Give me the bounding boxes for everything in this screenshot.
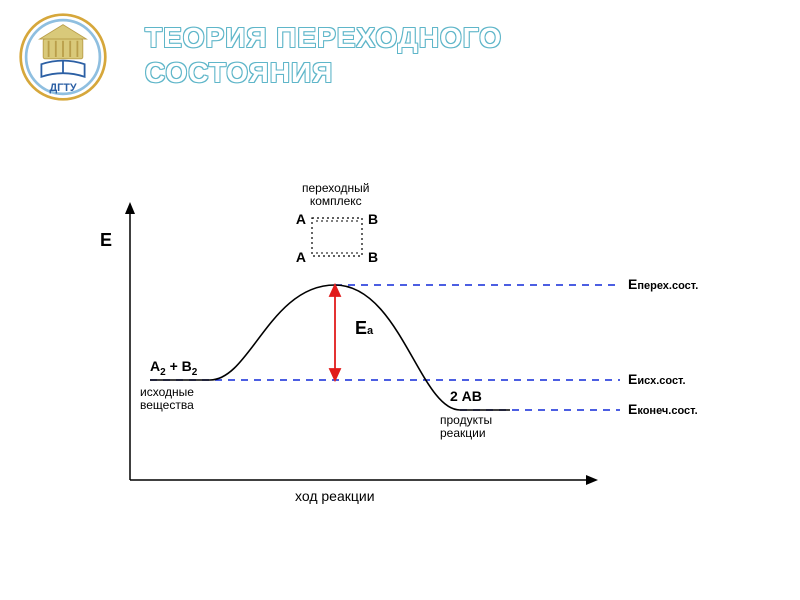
products-caption: продуктыреакции	[440, 414, 492, 440]
complex-box: A B A B	[296, 211, 378, 265]
reference-lines	[150, 285, 620, 410]
svg-text:B: B	[368, 249, 378, 265]
reactants-formula: A2 + B2	[150, 358, 197, 378]
x-axis-label: ход реакции	[295, 488, 375, 504]
activation-energy-label: Ea	[355, 318, 373, 339]
complex-title: переходныйкомплекс	[302, 182, 370, 208]
university-logo: ДГТУ	[18, 12, 108, 102]
slide-title: ТЕОРИЯ ПЕРЕХОДНОГО СОСТОЯНИЯ	[145, 20, 502, 90]
svg-text:B: B	[368, 211, 378, 227]
products-formula: 2 АВ	[450, 388, 482, 404]
e-transition-label: Еперех.сост.	[628, 276, 698, 292]
e-reactants-label: Еисх.сост.	[628, 371, 686, 387]
energy-diagram: A B A B Е ход реакции переходныйкомплекс…	[80, 170, 720, 540]
activation-arrow	[330, 285, 340, 380]
svg-text:A: A	[296, 211, 306, 227]
y-axis-label: Е	[100, 230, 112, 251]
svg-text:ДГТУ: ДГТУ	[49, 82, 76, 94]
reactants-caption: исходныевещества	[140, 386, 194, 412]
title-line1: ТЕОРИЯ ПЕРЕХОДНОГО	[145, 22, 502, 53]
e-products-label: Еконеч.сост.	[628, 401, 698, 417]
slide: ДГТУ ТЕОРИЯ ПЕРЕХОДНОГО СОСТОЯНИЯ	[0, 0, 800, 600]
title-line2: СОСТОЯНИЯ	[145, 57, 333, 88]
svg-text:A: A	[296, 249, 306, 265]
